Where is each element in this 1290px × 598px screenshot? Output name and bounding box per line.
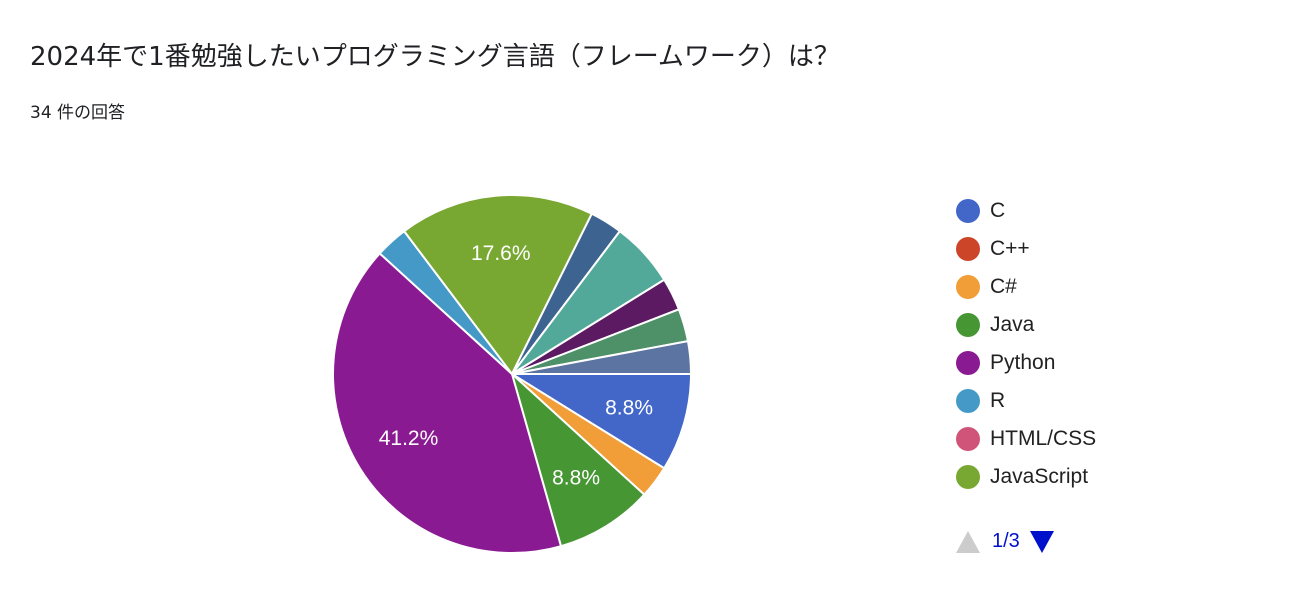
legend-item-r[interactable]: R [956, 382, 1096, 420]
legend-item-cpp[interactable]: C++ [956, 230, 1096, 268]
legend-swatch-icon [956, 465, 980, 489]
legend-item-c[interactable]: C [956, 192, 1096, 230]
page-down-arrow-icon[interactable] [1029, 530, 1054, 553]
legend-swatch-icon [956, 237, 980, 261]
legend-swatch-icon [956, 275, 980, 299]
chart-legend: C C++ C# Java Python R HTML/CSS JavaScri… [956, 192, 1096, 496]
legend-item-java[interactable]: Java [956, 306, 1096, 344]
legend-item-python[interactable]: Python [956, 344, 1096, 382]
slice-percent-label: 17.6% [471, 242, 531, 265]
legend-page-indicator: 1/3 [992, 530, 1020, 552]
page-up-arrow-icon[interactable] [956, 530, 980, 553]
legend-swatch-icon [956, 427, 980, 451]
pie-slice[interactable] [511, 339, 693, 375]
pie-slice[interactable] [402, 194, 594, 376]
legend-item-html-css[interactable]: HTML/CSS [956, 420, 1096, 458]
legend-item-csharp[interactable]: C# [956, 268, 1096, 306]
response-count: 34 件の回答 [30, 103, 126, 123]
slice-percent-label: 8.8% [552, 466, 600, 489]
legend-swatch-icon [956, 199, 980, 223]
slice-percent-label: 41.2% [379, 427, 439, 450]
legend-swatch-icon [956, 389, 980, 413]
legend-pager: 1/3 [956, 530, 1054, 553]
pie-slice[interactable] [508, 373, 693, 470]
legend-item-javascript[interactable]: JavaScript [956, 458, 1096, 496]
legend-swatch-icon [956, 313, 980, 337]
pie-slice[interactable] [510, 370, 646, 548]
legend-swatch-icon [956, 351, 980, 375]
pie-slice[interactable] [331, 251, 563, 554]
slice-percent-label: 8.8% [605, 396, 653, 419]
chart-title: 2024年で1番勉強したいプログラミング言語（フレームワーク）は？ [30, 42, 840, 72]
